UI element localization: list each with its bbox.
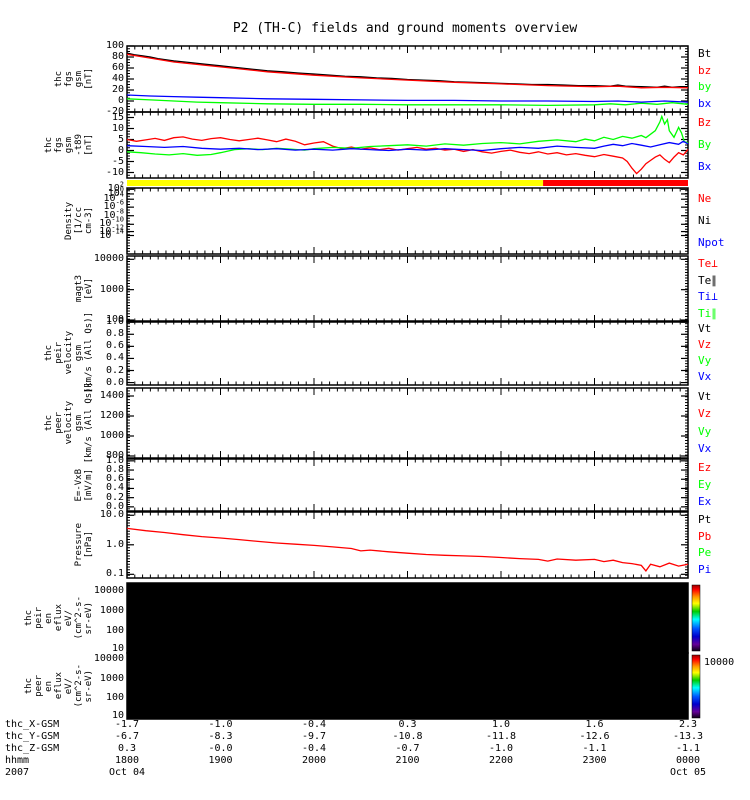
chart-title: P2 (TH-C) fields and ground moments over… [232,21,578,36]
panel-frame-peir-velocity [126,320,689,386]
series-line-fgs-gsm-bz [126,53,689,89]
series-line-fgs-gsm-t89-Bz [126,136,689,175]
panel-frame-peir-spectrogram [126,582,689,654]
series-line-fgs-gsm-t89-Bx [126,140,689,152]
spectrogram-colorbar-0 [691,584,701,652]
spectrogram-colorbar-1 [691,654,701,719]
panel-frame-peer-spectrogram [126,652,689,720]
panel-frame-efield [126,458,689,512]
series-line-fgs-gsm-by [126,98,689,107]
panel-frame-peer-velocity [126,387,689,459]
series-line-pressure-Pb [126,527,689,572]
series-line-fgs-gsm-t89-By [126,114,689,156]
series-line-fgs-gsm-bx [126,94,689,103]
quality-bar-segment-0 [127,180,544,186]
panel-frame-pressure [126,511,689,579]
panel-frame-density [126,187,689,255]
series-line-fgs-gsm-Bt [126,52,688,88]
panel-frame-magt3 [126,255,689,323]
quality-bar-segment-1 [543,180,688,186]
